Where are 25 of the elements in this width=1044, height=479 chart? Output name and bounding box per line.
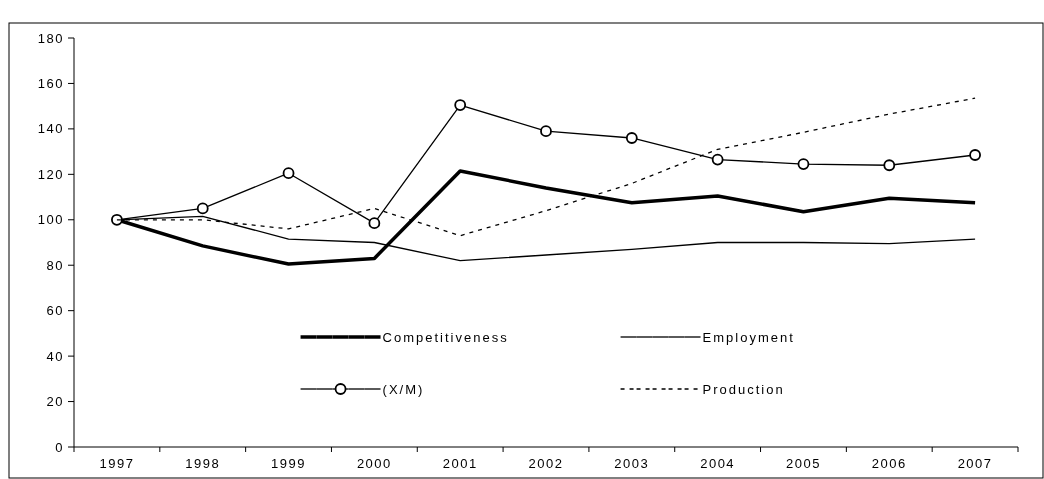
x-tick-label: 2000 bbox=[356, 456, 392, 471]
x-tick-label: 2004 bbox=[700, 456, 736, 471]
y-tick-label: 100 bbox=[37, 212, 64, 228]
x-tick-label: 1999 bbox=[271, 456, 307, 471]
x-tick-label: 2002 bbox=[528, 456, 564, 471]
x-tick-label: 2005 bbox=[785, 456, 821, 471]
y-tick-label: 60 bbox=[46, 303, 64, 319]
x-tick-label: 1998 bbox=[185, 456, 221, 471]
y-tick-label: 80 bbox=[46, 257, 64, 273]
x-tick-label: 2003 bbox=[614, 456, 650, 471]
y-tick-label: 40 bbox=[46, 348, 64, 364]
x-tick-label: 2001 bbox=[442, 456, 478, 471]
y-tick-label: 140 bbox=[37, 121, 64, 137]
y-tick-label: 180 bbox=[37, 30, 64, 46]
y-tick-label: 20 bbox=[46, 394, 64, 410]
legend-label: Employment bbox=[702, 329, 795, 345]
y-tick-label: 120 bbox=[37, 166, 64, 182]
x-tick-label: 2006 bbox=[871, 456, 907, 471]
y-tick-label: 160 bbox=[37, 75, 64, 91]
legend-label: Production bbox=[702, 381, 785, 397]
legend-label: Competitiveness bbox=[382, 329, 509, 345]
x-tick-label: 2007 bbox=[957, 456, 993, 471]
y-tick-label: 0 bbox=[55, 439, 64, 455]
x-tick-label: 1997 bbox=[99, 456, 135, 471]
legend-label: (X/M) bbox=[382, 381, 425, 397]
